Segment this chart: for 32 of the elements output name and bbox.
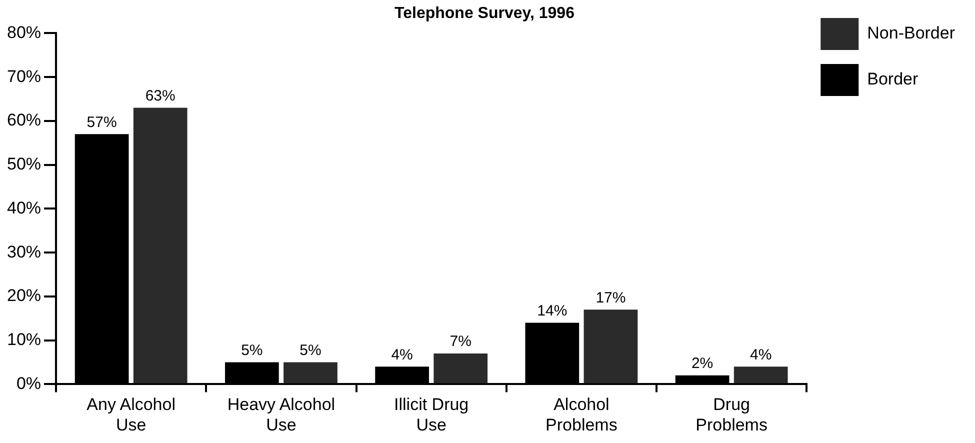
- data-label: 5%: [241, 342, 263, 359]
- data-label: 57%: [86, 114, 117, 131]
- y-tick-label: 70%: [6, 66, 42, 86]
- bar: [734, 366, 788, 384]
- data-label: 7%: [450, 333, 472, 350]
- bar: [434, 353, 488, 384]
- legend-label: Non-Border: [867, 24, 956, 43]
- data-label: 17%: [596, 289, 626, 306]
- bar: [284, 362, 338, 384]
- data-label: 4%: [750, 346, 772, 364]
- y-tick-label: 60%: [6, 110, 42, 130]
- data-label: 63%: [145, 87, 176, 104]
- y-tick-label: 10%: [6, 330, 42, 350]
- y-tick-label: 20%: [6, 286, 42, 306]
- chart-title: Telephone Survey, 1996: [394, 5, 575, 22]
- x-tick-label: Alcohol Problems: [546, 395, 618, 434]
- x-tick-label: Heavy Alcohol Use: [227, 395, 336, 434]
- y-tick-label: 0%: [16, 374, 42, 393]
- data-label: 2%: [691, 355, 714, 372]
- x-tick-label: Drug Problems: [696, 395, 768, 434]
- y-tick-label: 80%: [6, 22, 42, 42]
- y-tick-label: 50%: [6, 154, 42, 174]
- y-tick-label: 40%: [6, 198, 42, 218]
- data-label: 5%: [300, 342, 322, 359]
- bar: [584, 310, 638, 384]
- data-label: 14%: [537, 302, 568, 320]
- bar: [133, 108, 188, 384]
- data-label: 4%: [391, 346, 413, 364]
- y-tick-label: 30%: [6, 242, 42, 262]
- x-tick-label: Illicit Drug Use: [394, 395, 469, 434]
- x-tick-label: Any Alcohol Use: [86, 395, 176, 434]
- legend-label: Border: [867, 70, 918, 89]
